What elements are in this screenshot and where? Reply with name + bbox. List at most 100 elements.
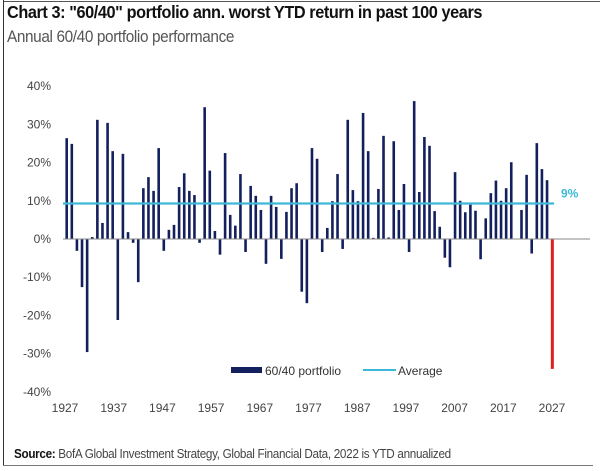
frame-bottom-rule bbox=[3, 465, 593, 466]
bar-1936 bbox=[111, 151, 114, 239]
bar-1992 bbox=[397, 209, 401, 239]
bar-2019 bbox=[535, 143, 539, 239]
x-tick-label: 1987 bbox=[344, 401, 371, 415]
y-tick-label: 40% bbox=[27, 79, 51, 93]
source-text: BofA Global Investment Strategy, Global … bbox=[55, 446, 451, 461]
x-tick-label: 2017 bbox=[490, 401, 517, 415]
source-label: Source: bbox=[14, 446, 56, 461]
bar-1982 bbox=[346, 119, 350, 239]
bar-1983 bbox=[351, 190, 355, 239]
bar-1979 bbox=[331, 201, 334, 239]
bar-1934 bbox=[101, 222, 104, 239]
y-tick-label: -30% bbox=[23, 347, 51, 361]
bar-1970 bbox=[285, 211, 288, 239]
bar-1987 bbox=[372, 237, 375, 239]
bar-1994 bbox=[407, 239, 411, 252]
bar-2000 bbox=[438, 226, 442, 239]
bar-2005 bbox=[463, 212, 467, 239]
bar-1943 bbox=[147, 177, 150, 239]
bar-2008 bbox=[479, 239, 482, 260]
bar-1997 bbox=[423, 137, 426, 239]
bar-1993 bbox=[402, 183, 406, 239]
y-tick-label: -20% bbox=[23, 308, 51, 322]
bar-2002 bbox=[448, 239, 452, 268]
bar-1955 bbox=[208, 170, 212, 239]
bar-1963 bbox=[249, 185, 252, 239]
bar-1944 bbox=[152, 190, 155, 239]
bar-1935 bbox=[106, 122, 109, 239]
bar-1941 bbox=[136, 239, 140, 283]
bar-1930 bbox=[80, 239, 84, 288]
bar-1980 bbox=[336, 174, 339, 239]
bar-1946 bbox=[162, 239, 166, 251]
bar-1933 bbox=[96, 119, 99, 239]
bar-1984 bbox=[356, 201, 360, 239]
bar-2007 bbox=[474, 210, 477, 239]
bar-1929 bbox=[75, 239, 79, 251]
bar-1937 bbox=[116, 239, 120, 320]
x-tick-label: 1997 bbox=[393, 401, 420, 415]
bar-1938 bbox=[121, 153, 125, 239]
y-tick-label: 20% bbox=[27, 156, 51, 170]
legend-label-portfolio: 60/40 portfolio bbox=[265, 364, 341, 378]
bar-2011 bbox=[494, 180, 498, 239]
y-tick-label: 30% bbox=[27, 117, 51, 131]
bar-2017 bbox=[525, 174, 528, 239]
bar-1989 bbox=[382, 135, 385, 239]
bar-1999 bbox=[433, 211, 436, 239]
bar-1977 bbox=[320, 239, 324, 252]
bar-1953 bbox=[198, 239, 201, 243]
bar-1949 bbox=[177, 187, 181, 239]
chart-title: Chart 3: "60/40" portfolio ann. worst YT… bbox=[7, 2, 482, 22]
bar-1957 bbox=[218, 239, 222, 255]
x-tick-label: 1927 bbox=[52, 401, 79, 415]
bar-1954 bbox=[203, 107, 206, 240]
bar-1965 bbox=[259, 209, 263, 239]
bar-1942 bbox=[142, 188, 145, 239]
y-tick-label: 10% bbox=[27, 194, 51, 208]
bar-1928 bbox=[70, 143, 74, 239]
legend-label-average: Average bbox=[398, 364, 443, 378]
bar-1995 bbox=[412, 101, 416, 240]
bar-1973 bbox=[300, 239, 304, 292]
bar-1964 bbox=[254, 195, 258, 239]
y-tick-label: 0% bbox=[34, 232, 52, 246]
bar-1986 bbox=[366, 151, 370, 239]
source-note: Source: BofA Global Investment Strategy,… bbox=[14, 446, 451, 461]
x-tick-label: 1947 bbox=[149, 401, 176, 415]
bar-2014 bbox=[509, 162, 513, 239]
average-label: 9% bbox=[561, 186, 579, 200]
bar-1996 bbox=[417, 192, 421, 239]
x-tick-label: 1967 bbox=[246, 401, 273, 415]
chart-subtitle: Annual 60/40 portfolio performance bbox=[7, 28, 235, 46]
bar-2009 bbox=[484, 218, 488, 239]
bar-2004 bbox=[458, 200, 462, 239]
bar-1998 bbox=[428, 145, 431, 239]
bar-2012 bbox=[499, 200, 503, 239]
bar-1958 bbox=[223, 153, 227, 239]
bar-1956 bbox=[213, 230, 217, 239]
bar-1981 bbox=[341, 239, 344, 249]
bar-2016 bbox=[520, 209, 523, 239]
x-tick-label: 1957 bbox=[198, 401, 225, 415]
bar-highlight-2022 bbox=[550, 239, 554, 369]
bar-1978 bbox=[326, 227, 329, 239]
bar-1951 bbox=[188, 190, 191, 239]
bar-1972 bbox=[295, 183, 298, 239]
bar-1974 bbox=[305, 239, 309, 304]
bar-1988 bbox=[377, 188, 380, 239]
bar-1966 bbox=[264, 239, 268, 264]
bar-1939 bbox=[126, 232, 130, 239]
bar-2001 bbox=[443, 239, 447, 258]
bar-1960 bbox=[234, 225, 237, 239]
frame-top-border bbox=[3, 1, 600, 2]
frame-left-border bbox=[3, 0, 4, 466]
legend: 60/40 portfolio Average bbox=[231, 364, 443, 378]
bar-1947 bbox=[167, 229, 171, 239]
bar-1931 bbox=[85, 239, 89, 353]
bar-1952 bbox=[193, 195, 196, 239]
bar-2003 bbox=[453, 172, 457, 239]
bar-1967 bbox=[269, 195, 273, 239]
bar-1961 bbox=[239, 174, 242, 239]
bar-1968 bbox=[274, 206, 278, 239]
